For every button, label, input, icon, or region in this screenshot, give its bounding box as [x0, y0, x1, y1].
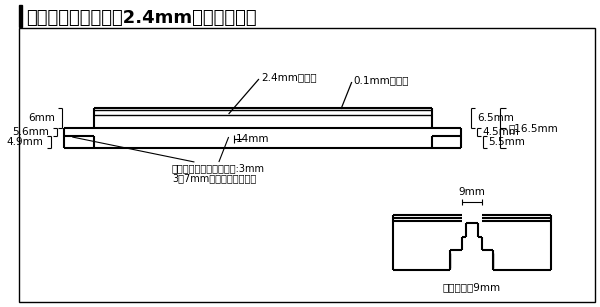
Text: 2.4mmベニヤ: 2.4mmベニヤ: [261, 72, 317, 82]
Text: 目板差込部の幅　既製品:3mm: 目板差込部の幅 既製品:3mm: [172, 163, 265, 173]
Text: 打上（本実）形状（2.4mmベニヤ下地）: 打上（本実）形状（2.4mmベニヤ下地）: [26, 9, 257, 27]
Text: 5.6mm: 5.6mm: [12, 127, 49, 137]
Bar: [19, 28, 595, 302]
Text: 目透し隙間9mm: 目透し隙間9mm: [443, 282, 501, 292]
Text: 3～7mmは特注にて対応可: 3～7mmは特注にて対応可: [172, 173, 256, 183]
Text: 14mm: 14mm: [236, 134, 270, 144]
Text: 5.5mm: 5.5mm: [488, 137, 526, 147]
Bar: [19, 5, 22, 27]
Text: 9mm: 9mm: [458, 187, 485, 197]
Text: 4.9mm: 4.9mm: [6, 137, 43, 147]
Text: 約16.5mm: 約16.5mm: [508, 123, 558, 133]
Text: 6mm: 6mm: [28, 113, 55, 123]
Text: 0.1mmシート: 0.1mmシート: [354, 75, 409, 85]
Text: 4.5mm: 4.5mm: [483, 127, 520, 137]
Text: 6.5mm: 6.5mm: [477, 113, 514, 123]
